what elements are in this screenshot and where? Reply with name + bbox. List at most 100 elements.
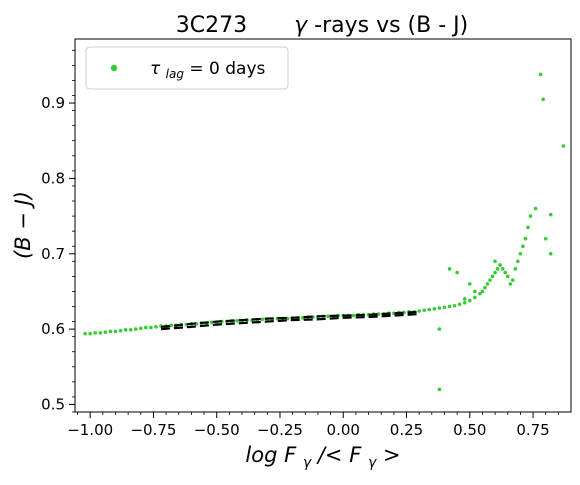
data-point — [548, 212, 553, 217]
data-point — [118, 328, 123, 333]
data-point — [528, 214, 533, 218]
data-point — [498, 263, 502, 267]
data-point — [452, 303, 457, 308]
data-point — [533, 206, 538, 211]
data-point — [113, 329, 118, 334]
legend-label: τ lag = 0 days — [150, 59, 266, 83]
data-point — [488, 278, 492, 282]
x-label-part1: log F — [245, 443, 297, 467]
legend-sub: lag — [166, 67, 185, 81]
y-axis-ticks: 0.5 0.6 0.7 0.8 0.9 — [41, 49, 75, 413]
data-point — [93, 331, 98, 335]
data-point — [538, 72, 543, 77]
x-tick-label: −0.75 — [130, 421, 176, 439]
data-point — [169, 323, 173, 328]
data-point — [103, 330, 108, 334]
x-label-sub1: γ — [303, 455, 312, 471]
legend: τ lag = 0 days — [85, 46, 289, 90]
data-point — [98, 331, 103, 335]
data-point — [511, 278, 515, 282]
data-point — [108, 329, 113, 334]
data-point — [526, 225, 530, 230]
x-tick-label: 0.00 — [327, 421, 360, 439]
data-point — [485, 282, 490, 286]
scatter-layer — [83, 72, 566, 392]
legend-box — [85, 46, 289, 90]
x-label-part2: /< F — [316, 443, 362, 467]
data-point — [455, 270, 459, 275]
data-point — [376, 312, 381, 316]
fit-line-lower — [160, 312, 420, 331]
legend-marker — [110, 64, 118, 72]
data-point — [493, 259, 497, 264]
x-tick-label: 0.75 — [516, 421, 549, 439]
data-point — [523, 236, 528, 241]
data-point — [473, 289, 477, 294]
title-symbol: γ — [294, 13, 308, 38]
data-point — [154, 325, 158, 329]
title-source: 3C273 — [176, 13, 247, 38]
x-tick-label: 0.25 — [390, 421, 423, 439]
data-point — [500, 267, 505, 271]
data-point — [521, 244, 525, 249]
x-label-sub2: γ — [368, 455, 377, 471]
data-point — [483, 285, 487, 290]
plot-frame — [74, 38, 572, 413]
y-tick-label: 0.5 — [41, 395, 65, 413]
data-point — [541, 97, 545, 102]
data-point — [128, 328, 133, 332]
x-tick-label: −1.00 — [67, 421, 113, 439]
data-point — [473, 295, 477, 300]
data-point — [417, 309, 421, 313]
data-point — [490, 274, 495, 279]
data-point — [495, 267, 500, 271]
data-point — [457, 302, 462, 307]
data-point — [516, 259, 520, 264]
data-point — [561, 144, 566, 148]
x-axis-ticks: −1.00 −0.75 −0.50 −0.25 0.00 0.25 0.50 0.75 — [67, 412, 559, 439]
data-point — [548, 251, 553, 256]
data-point — [235, 319, 239, 323]
data-point — [144, 325, 148, 330]
data-point — [467, 298, 472, 303]
x-tick-label: −0.25 — [257, 421, 303, 439]
data-point — [83, 331, 87, 336]
data-point — [543, 236, 548, 241]
data-point — [351, 313, 356, 318]
x-axis-label: log F γ /< F γ > — [245, 443, 400, 472]
data-point — [442, 305, 447, 310]
data-point — [503, 270, 508, 275]
title-rest: -rays vs (B - J) — [314, 13, 468, 38]
x-tick-label: 0.50 — [453, 421, 486, 439]
y-axis-label: (B − J) — [11, 191, 35, 259]
y-tick-label: 0.7 — [41, 245, 65, 263]
data-point — [260, 317, 265, 322]
data-point — [513, 267, 518, 271]
x-tick-label: −0.50 — [194, 421, 240, 439]
chart-title: 3C273 γ -rays vs (B - J) — [176, 13, 468, 38]
data-point — [326, 314, 330, 319]
data-point — [133, 327, 138, 331]
data-point — [123, 328, 128, 332]
data-point — [493, 270, 497, 275]
y-tick-label: 0.6 — [41, 320, 65, 338]
fit-layer — [160, 310, 420, 331]
data-point — [437, 306, 442, 310]
data-point — [437, 387, 442, 392]
legend-tau: τ — [150, 59, 161, 79]
data-point — [462, 300, 467, 305]
data-point — [478, 291, 482, 296]
data-point — [139, 326, 143, 331]
data-point — [422, 308, 427, 313]
data-point — [505, 274, 510, 279]
data-point — [432, 306, 437, 311]
data-point — [209, 320, 214, 325]
data-point — [508, 282, 513, 286]
data-point — [518, 251, 523, 256]
fit-line-upper — [160, 310, 420, 328]
data-point — [467, 282, 472, 286]
data-point — [447, 304, 452, 309]
data-point — [88, 331, 92, 336]
